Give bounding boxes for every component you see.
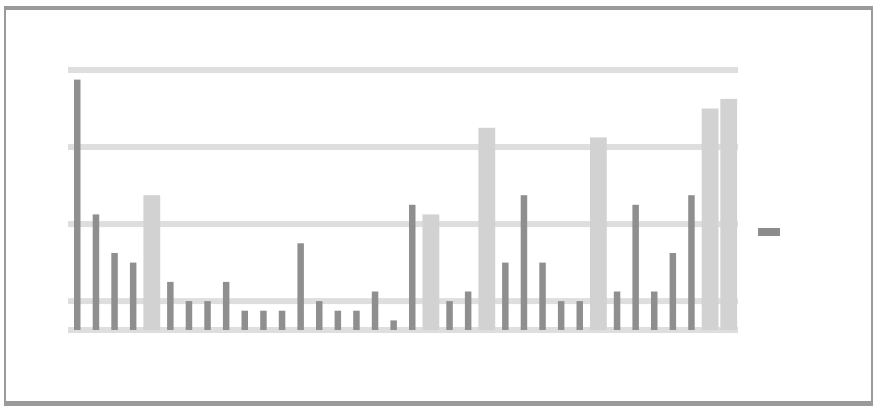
- bar: [632, 204, 639, 330]
- bar: [316, 301, 323, 330]
- bar: [129, 262, 137, 330]
- bar: [576, 301, 583, 330]
- bar: [143, 195, 161, 330]
- bar: [651, 291, 658, 330]
- bar: [669, 253, 677, 330]
- bar: [185, 301, 193, 330]
- bar: [590, 137, 607, 330]
- bar: [241, 310, 248, 330]
- bar: [539, 262, 546, 330]
- bar: [204, 301, 211, 330]
- bar: [478, 127, 496, 330]
- bar: [297, 243, 304, 330]
- bar: [520, 195, 528, 330]
- bar: [701, 108, 719, 330]
- bar: [557, 301, 565, 330]
- legend: [758, 228, 786, 236]
- grid-line: [68, 327, 738, 333]
- bar: [720, 98, 738, 331]
- bar: [222, 281, 230, 330]
- grid-line: [68, 298, 738, 305]
- bar: [613, 291, 621, 330]
- bar: [390, 320, 397, 330]
- bar: [502, 262, 509, 330]
- bar: [446, 301, 453, 330]
- legend-swatch: [758, 228, 780, 236]
- bar: [334, 310, 342, 330]
- bar: [167, 281, 174, 330]
- bar: [111, 253, 118, 330]
- bar: [260, 310, 267, 330]
- bar: [353, 310, 360, 330]
- bar: [92, 214, 100, 330]
- bar: [74, 79, 81, 330]
- bar: [422, 214, 440, 330]
- grid-line: [68, 144, 738, 151]
- bar: [688, 195, 695, 330]
- grid-line: [68, 67, 738, 73]
- grid-line: [68, 221, 738, 228]
- bar: [371, 291, 379, 330]
- bar: [278, 310, 286, 330]
- bar: [409, 204, 416, 330]
- bar: [464, 291, 472, 330]
